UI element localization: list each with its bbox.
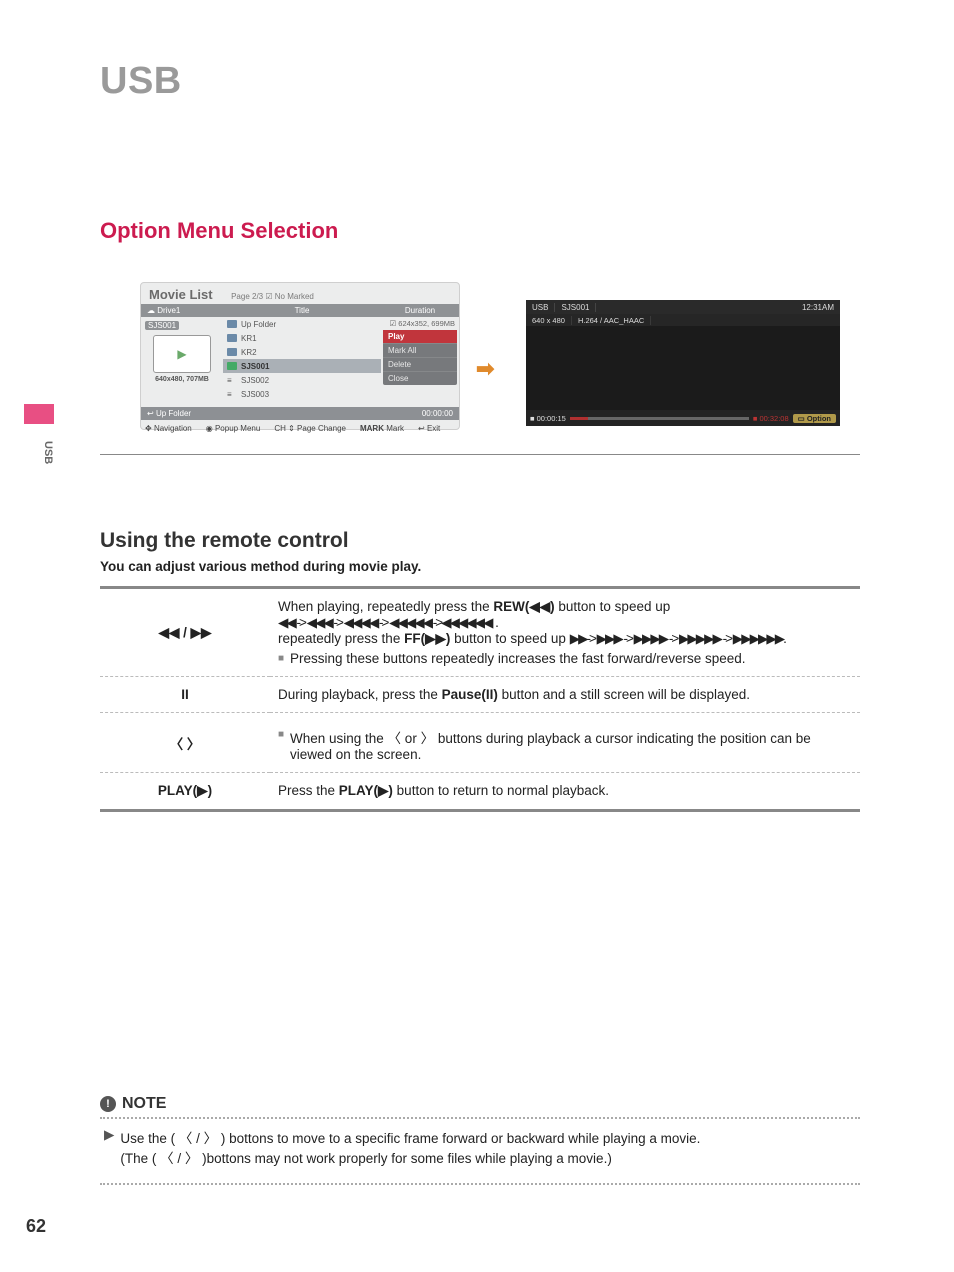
desc-pause: During playback, press the Pause(II) but… — [270, 677, 860, 713]
footer-time: 00:00:00 — [422, 409, 453, 418]
footer-up[interactable]: ↩ Up Folder — [147, 409, 191, 418]
file-size: ☑ 624x352, 699MB — [381, 317, 459, 330]
option-close[interactable]: Close — [383, 372, 457, 385]
list-item[interactable]: ≡SJS002 — [223, 373, 381, 387]
col-duration: Duration — [381, 306, 459, 315]
left-folder: SJS001 — [145, 321, 179, 330]
remote-heading: Using the remote control — [100, 529, 860, 553]
option-popup: Play Mark All Delete Close — [383, 330, 457, 385]
desc-play: Press the PLAY(▶) button to return to no… — [270, 773, 860, 811]
side-accent — [24, 404, 54, 424]
movie-list-panel: Movie List Page 2/3 ☑ No Marked ☁ Drive1… — [140, 282, 460, 430]
side-tab-label: USB — [34, 441, 54, 464]
note-line1: Use the ( 〈 / 〉 ) bottons to move to a s… — [120, 1127, 700, 1147]
hint-bar: ✥ Navigation ◉ Popup Menu CH ⇕ Page Chan… — [141, 424, 459, 433]
pb-clock: 12:31AM — [796, 303, 840, 312]
col-drive: ☁ Drive1 — [141, 306, 223, 315]
option-play[interactable]: Play — [383, 330, 457, 344]
note-box: ! NOTE ▶Use the ( 〈 / 〉 ) bottons to mov… — [100, 1095, 860, 1185]
pb-option-button[interactable]: ▭ Option — [793, 414, 836, 423]
remote-table: ◀◀ / ▶▶ When playing, repeatedly press t… — [100, 586, 860, 812]
pb-file: SJS001 — [555, 303, 596, 312]
note-title: NOTE — [122, 1095, 166, 1113]
desc-rewff: When playing, repeatedly press the REW(◀… — [270, 588, 860, 677]
arrow-icon: ➡ — [476, 356, 494, 382]
left-meta: 640x480, 707MB — [145, 376, 219, 383]
key-play: PLAY(▶) — [100, 773, 270, 811]
page-title: USB — [100, 60, 860, 103]
bullet-speed: Pressing these buttons repeatedly increa… — [278, 651, 852, 666]
option-markall[interactable]: Mark All — [383, 344, 457, 358]
list-item-selected[interactable]: SJS001 — [223, 359, 381, 373]
section-title: Option Menu Selection — [100, 218, 860, 244]
col-title: Title — [223, 306, 381, 315]
key-seek: 〈 〉 — [100, 713, 270, 773]
pb-total: ■ 00:32:08 — [753, 414, 789, 423]
list-item[interactable]: Up Folder — [223, 317, 381, 331]
option-delete[interactable]: Delete — [383, 358, 457, 372]
progress-bar[interactable] — [570, 417, 749, 420]
pb-codec: H.264 / AAC_HAAC — [572, 316, 651, 325]
remote-subtext: You can adjust various method during mov… — [100, 559, 860, 574]
pb-source: USB — [526, 303, 555, 312]
list-item[interactable]: KR2 — [223, 345, 381, 359]
movie-list-pageinfo: Page 2/3 ☑ No Marked — [231, 292, 314, 301]
pb-elapsed: ■ 00:00:15 — [530, 414, 566, 423]
note-line2: (The ( 〈 / 〉 )bottons may not work prope… — [120, 1147, 611, 1167]
thumbnail: ▶ — [153, 335, 211, 373]
list-item[interactable]: KR1 — [223, 331, 381, 345]
note-icon: ! — [100, 1096, 116, 1112]
list-item[interactable]: ≡SJS003 — [223, 387, 381, 401]
key-pause: II — [100, 677, 270, 713]
playback-panel: USB SJS001 12:31AM 640 x 480 H.264 / AAC… — [526, 300, 840, 426]
desc-seek: When using the 〈 or 〉 buttons during pla… — [270, 713, 860, 773]
key-rewff: ◀◀ / ▶▶ — [100, 588, 270, 677]
page-number: 62 — [26, 1216, 46, 1237]
movie-list-title: Movie List — [141, 283, 221, 304]
pb-res: 640 x 480 — [526, 316, 572, 325]
